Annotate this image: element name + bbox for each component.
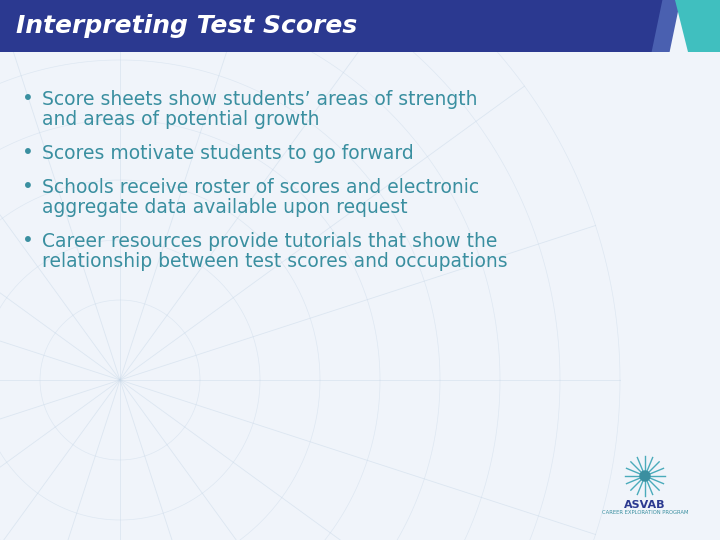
Text: relationship between test scores and occupations: relationship between test scores and occ… — [42, 252, 508, 271]
Text: Scores motivate students to go forward: Scores motivate students to go forward — [42, 144, 414, 163]
Text: •: • — [22, 232, 34, 251]
Text: ASVAB: ASVAB — [624, 500, 666, 510]
Text: and areas of potential growth: and areas of potential growth — [42, 110, 320, 129]
Polygon shape — [675, 0, 720, 52]
Text: CAREER EXPLORATION PROGRAM: CAREER EXPLORATION PROGRAM — [602, 510, 688, 515]
Text: Career resources provide tutorials that show the: Career resources provide tutorials that … — [42, 232, 498, 251]
Text: Score sheets show students’ areas of strength: Score sheets show students’ areas of str… — [42, 90, 477, 109]
Polygon shape — [652, 0, 680, 52]
Text: •: • — [22, 144, 34, 163]
Polygon shape — [0, 0, 673, 52]
Text: Interpreting Test Scores: Interpreting Test Scores — [16, 14, 357, 38]
Text: •: • — [22, 178, 34, 197]
Text: aggregate data available upon request: aggregate data available upon request — [42, 198, 408, 217]
Text: •: • — [22, 90, 34, 109]
FancyBboxPatch shape — [0, 0, 662, 52]
Text: Schools receive roster of scores and electronic: Schools receive roster of scores and ele… — [42, 178, 479, 197]
Circle shape — [640, 471, 650, 481]
